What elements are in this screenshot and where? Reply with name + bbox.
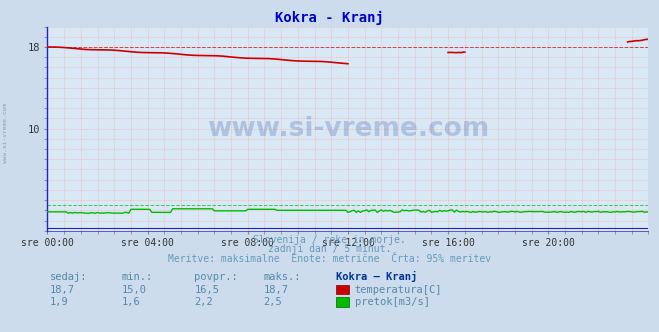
Text: 15,0: 15,0: [122, 285, 147, 295]
Text: temperatura[C]: temperatura[C]: [355, 285, 442, 295]
Text: pretok[m3/s]: pretok[m3/s]: [355, 297, 430, 307]
Text: 18,7: 18,7: [49, 285, 74, 295]
Text: sedaj:: sedaj:: [49, 272, 87, 282]
Text: Kokra - Kranj: Kokra - Kranj: [275, 11, 384, 25]
Text: Kokra – Kranj: Kokra – Kranj: [336, 271, 417, 282]
Text: 1,9: 1,9: [49, 297, 68, 307]
Text: 16,5: 16,5: [194, 285, 219, 295]
Text: 2,2: 2,2: [194, 297, 213, 307]
Text: Meritve: maksimalne  Enote: metrične  Črta: 95% meritev: Meritve: maksimalne Enote: metrične Črta…: [168, 254, 491, 264]
Text: 2,5: 2,5: [264, 297, 282, 307]
Text: Slovenija / reke in morje.: Slovenija / reke in morje.: [253, 235, 406, 245]
Text: www.si-vreme.com: www.si-vreme.com: [207, 116, 489, 142]
Text: povpr.:: povpr.:: [194, 272, 238, 282]
Text: min.:: min.:: [122, 272, 153, 282]
Text: zadnji dan / 5 minut.: zadnji dan / 5 minut.: [268, 244, 391, 254]
Text: www.si-vreme.com: www.si-vreme.com: [3, 103, 8, 163]
Text: 1,6: 1,6: [122, 297, 140, 307]
Text: 18,7: 18,7: [264, 285, 289, 295]
Text: maks.:: maks.:: [264, 272, 301, 282]
